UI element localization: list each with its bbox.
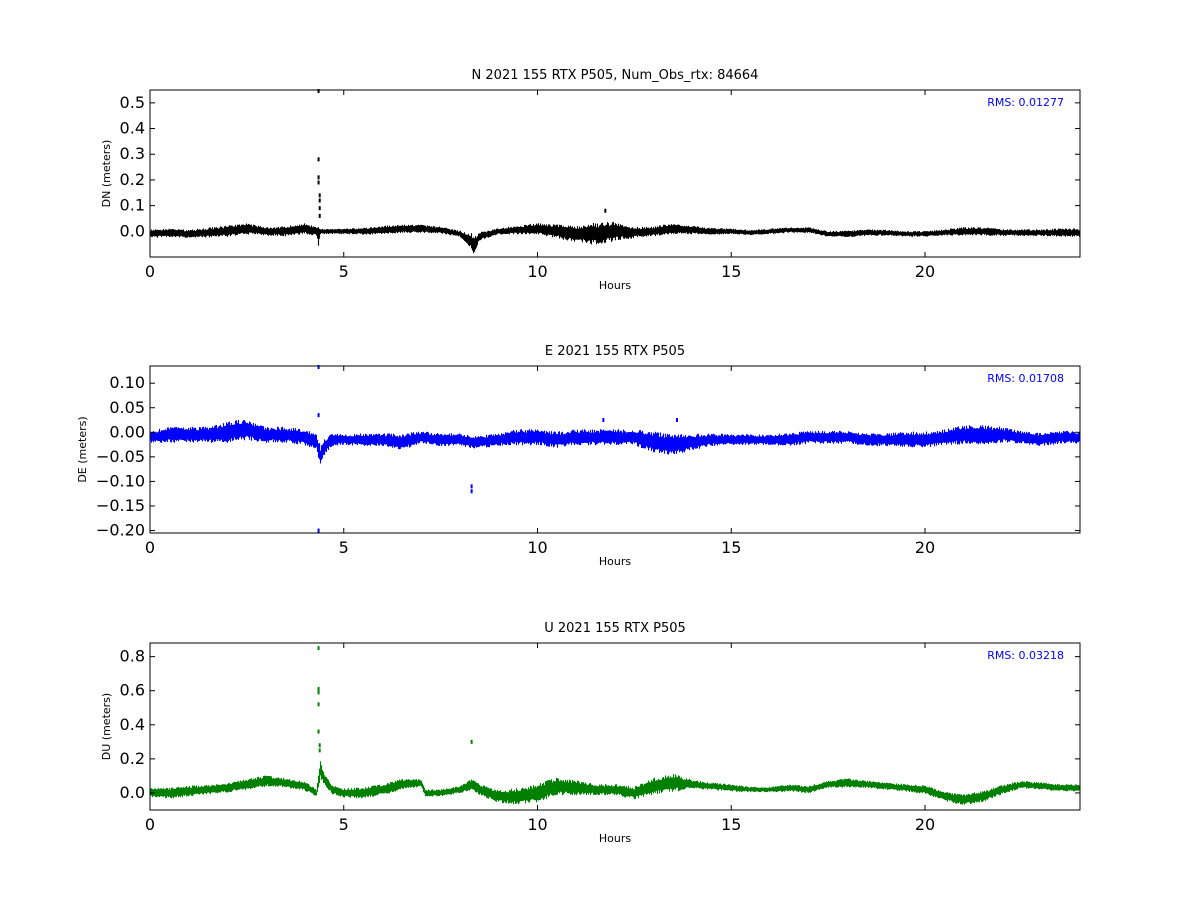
y-tick-label: 0.00 [109, 422, 145, 441]
x-tick-label: 0 [145, 262, 155, 281]
outlier-point [318, 206, 321, 211]
outlier-point [318, 748, 321, 753]
x-tick-label: 15 [721, 538, 741, 557]
y-tick-label: 0.1 [120, 196, 145, 215]
data-band [149, 420, 1081, 464]
outlier-point [317, 89, 320, 93]
outlier-point [317, 175, 320, 180]
outlier-point [318, 198, 321, 203]
outlier-point [318, 213, 321, 218]
outlier-point [676, 418, 678, 423]
outlier-point [317, 646, 320, 651]
panel-0: N 2021 155 RTX P505, Num_Obs_rtx: 84664 0… [100, 68, 1081, 292]
y-tick-label: 0.4 [120, 715, 145, 734]
outlier-point [317, 528, 320, 533]
x-tick-label: 15 [721, 815, 741, 834]
y-tick-label: 0.2 [120, 170, 145, 189]
outlier-point [317, 157, 320, 162]
data-series [149, 222, 1081, 254]
y-tick-label: −0.05 [96, 447, 145, 466]
y-tick-label: 0.0 [120, 221, 145, 240]
y-tick-label: 0.6 [120, 681, 145, 700]
outlier-point [318, 193, 321, 198]
outlier-point [317, 690, 320, 695]
y-tick-label: 0.2 [120, 749, 145, 768]
x-tick-label: 5 [339, 262, 349, 281]
rms-annotation: RMS: 0.01708 [987, 372, 1064, 385]
x-tick-label: 20 [915, 538, 935, 557]
data-band [149, 761, 1081, 805]
data-series [149, 761, 1081, 805]
outlier-point [470, 484, 473, 489]
rms-annotation: RMS: 0.03218 [987, 649, 1064, 662]
x-tick-label: 20 [915, 262, 935, 281]
outlier-point [318, 743, 321, 748]
x-axis-label: Hours [599, 832, 631, 845]
x-tick-label: 0 [145, 815, 155, 834]
data-series [149, 420, 1081, 464]
y-tick-label: −0.20 [96, 521, 145, 540]
y-tick-label: 0.05 [109, 398, 145, 417]
outlier-point [317, 687, 320, 692]
rms-annotation: RMS: 0.01277 [987, 96, 1064, 109]
axes-frame [149, 642, 1081, 811]
x-tick-label: 10 [527, 815, 547, 834]
y-tick-label: 0.10 [109, 373, 145, 392]
outlier-point [317, 180, 320, 185]
data-band [149, 222, 1081, 254]
x-axis-label: Hours [599, 555, 631, 568]
y-tick-label: 0.8 [120, 647, 145, 666]
x-tick-label: 0 [145, 538, 155, 557]
y-tick-label: 0.3 [120, 144, 145, 163]
y-tick-label: −0.15 [96, 496, 145, 515]
outlier-point [317, 413, 320, 418]
x-tick-label: 20 [915, 815, 935, 834]
x-tick-label: 10 [527, 538, 547, 557]
y-tick-label: −0.10 [96, 471, 145, 490]
x-tick-label: 5 [339, 815, 349, 834]
outlier-point [317, 365, 320, 369]
y-axis-label: DE (meters) [76, 416, 89, 482]
outlier-point [317, 702, 320, 707]
y-axis-label: DU (meters) [100, 693, 113, 760]
y-axis-label: DN (meters) [100, 140, 113, 208]
panel-2: U 2021 155 RTX P505 0 5 10 15 20 0.0 0.2 0.4 0.6 0… [100, 621, 1081, 845]
panel-title: E 2021 155 RTX P505 [545, 344, 685, 359]
x-tick-label: 15 [721, 262, 741, 281]
outlier-point [602, 418, 605, 423]
outlier-point [470, 739, 473, 744]
y-tick-label: 0.0 [120, 783, 145, 802]
x-tick-label: 5 [339, 538, 349, 557]
x-axis-label: Hours [599, 279, 631, 292]
outlier-point [317, 729, 320, 734]
panel-title: N 2021 155 RTX P505, Num_Obs_rtx: 84664 [472, 68, 759, 83]
outlier-point [604, 208, 607, 213]
axes-frame [149, 365, 1081, 534]
axes-frame [149, 89, 1081, 258]
outlier-point [470, 489, 473, 494]
panel-1: E 2021 155 RTX P505 0 5 10 15 20 −0.20 −0.15 −0.… [76, 344, 1081, 568]
panel-title: U 2021 155 RTX P505 [544, 621, 686, 636]
y-tick-label: 0.4 [120, 119, 145, 138]
y-tick-label: 0.5 [120, 93, 145, 112]
x-tick-label: 10 [527, 262, 547, 281]
